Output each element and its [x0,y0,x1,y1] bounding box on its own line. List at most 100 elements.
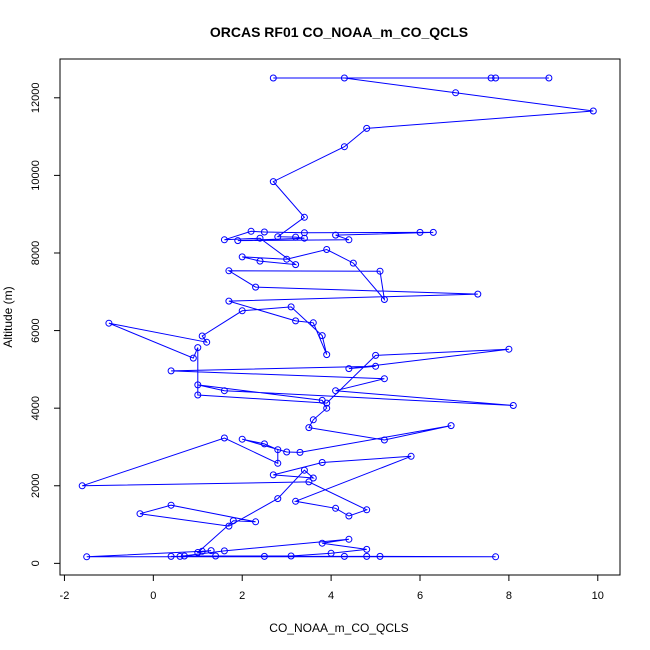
data-point [198,332,206,340]
x-tick-label: 8 [506,590,512,602]
data-point [380,375,388,383]
data-point [589,107,597,115]
data-point [252,518,260,526]
data-point [287,303,295,311]
data-point [220,547,228,555]
data-point [176,552,184,560]
y-axis-label: Altitude (m) [1,286,15,347]
data-point [474,290,482,298]
data-point [234,237,242,245]
y-tick-label: 8000 [30,241,42,265]
data-point [300,234,308,242]
data-point [323,404,331,412]
data-point [78,482,86,490]
data-point [207,547,215,555]
x-tick-label: 2 [239,590,245,602]
x-axis: -2 0 2 4 6 8 10 [60,574,604,602]
data-point [203,338,211,346]
data-point [83,553,91,561]
data-point [305,424,313,432]
y-axis: 0 2000 4000 6000 8000 10000 12000 [30,83,61,566]
data-point [332,387,340,395]
data-point [212,552,220,560]
data-point [225,522,233,530]
data-point [509,402,517,409]
data-point [372,351,380,359]
data-point [283,255,291,263]
data-point [194,391,202,399]
data-point [274,459,282,467]
data-point [318,332,326,340]
data-point [238,435,246,443]
data-point [323,399,331,407]
data-point [189,354,197,362]
data-point [194,381,202,389]
data-point [300,213,308,221]
data-point [225,297,233,305]
data-point [332,504,340,512]
data-point [345,535,353,543]
data-point [292,233,300,241]
data-point [194,344,202,352]
data-point [198,547,206,555]
data-point [327,549,335,557]
data-point [269,74,277,82]
data-point [260,440,268,448]
data-point [545,74,553,82]
data-point [220,387,228,395]
data-point [292,497,300,505]
y-tick-label: 2000 [30,474,42,498]
data-point [167,501,175,509]
data-point [220,434,228,442]
data-point [238,307,246,315]
data-point [296,448,304,456]
data-point [323,246,331,253]
data-point [229,517,237,525]
data-point [349,259,357,267]
data-point [372,362,380,370]
data-point [380,436,388,444]
data-point [323,351,331,359]
data-point [283,448,291,456]
data-point [309,474,317,482]
data-point [332,231,340,239]
series-layer [78,74,597,561]
data-point [305,478,313,486]
data-point [345,365,353,373]
chart-title: ORCAS RF01 CO_NOAA_m_CO_QCLS [210,24,468,40]
y-tick-label: 10000 [30,160,42,191]
data-point [292,261,300,269]
data-point [318,539,326,547]
data-point [447,422,455,430]
data-point [274,446,282,454]
data-point [260,228,268,236]
data-point [492,553,500,561]
data-point [345,512,353,520]
data-point [287,552,295,560]
data-point [363,506,371,514]
data-point [292,317,300,325]
data-point [274,495,282,503]
x-tick-label: 10 [592,590,604,602]
data-point [180,552,188,560]
data-point [363,552,371,560]
data-point [256,257,264,265]
data-point [340,552,348,560]
data-point [256,234,264,242]
data-point [429,228,437,236]
data-point [345,236,353,244]
data-point [309,416,317,424]
data-point [363,545,371,553]
data-point [505,345,513,353]
data-point [407,452,415,460]
data-point [247,227,255,235]
data-point [269,471,277,479]
data-point [376,267,384,275]
data-point [363,124,371,132]
data-point [492,74,500,82]
data-point [416,228,424,236]
data-point [318,459,326,466]
data-point [376,552,384,560]
data-point [340,143,348,151]
data-point [252,283,260,291]
